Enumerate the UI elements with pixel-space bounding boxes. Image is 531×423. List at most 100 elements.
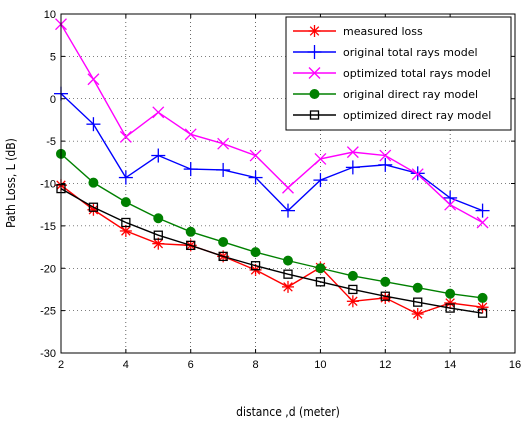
data-point bbox=[119, 130, 132, 143]
data-point bbox=[309, 89, 320, 99]
x-tick-labels: 2 4 6 8 10 12 14 16 bbox=[58, 359, 521, 371]
data-point bbox=[412, 282, 423, 293]
data-point bbox=[475, 203, 490, 218]
y-tick-label: -5 bbox=[46, 136, 56, 148]
data-point bbox=[411, 308, 424, 321]
data-point bbox=[380, 276, 391, 287]
legend-item: measured loss bbox=[293, 25, 423, 38]
data-point bbox=[152, 106, 165, 119]
data-point bbox=[444, 198, 457, 211]
y-axis-title: Path Loss, L (dB) bbox=[4, 138, 18, 228]
data-point bbox=[121, 217, 131, 228]
series-line bbox=[60, 93, 483, 212]
legend-item: optimized total rays model bbox=[293, 67, 491, 80]
x-tick-label: 2 bbox=[58, 359, 64, 371]
data-point bbox=[151, 148, 166, 163]
legend-label: original direct ray model bbox=[343, 88, 478, 101]
data-point bbox=[185, 226, 196, 237]
data-point bbox=[183, 162, 198, 177]
data-point bbox=[378, 157, 393, 172]
data-point bbox=[476, 216, 489, 229]
data-point bbox=[86, 117, 101, 132]
data-point bbox=[476, 301, 489, 314]
data-point bbox=[309, 110, 320, 120]
y-tick-label: 10 bbox=[44, 9, 56, 21]
data-point bbox=[445, 303, 455, 313]
series-line bbox=[60, 184, 483, 315]
data-point bbox=[282, 181, 294, 194]
x-tick-label: 12 bbox=[379, 359, 391, 371]
data-point bbox=[218, 251, 228, 262]
x-tick-label: 16 bbox=[509, 359, 521, 371]
legend-item: original total rays model bbox=[293, 45, 478, 59]
data-point bbox=[217, 137, 230, 150]
y-tick-label: -10 bbox=[40, 179, 56, 191]
legend-label: measured loss bbox=[343, 25, 423, 38]
data-point bbox=[119, 224, 132, 237]
data-point bbox=[281, 203, 295, 218]
data-point bbox=[308, 67, 321, 79]
data-point bbox=[88, 202, 99, 212]
data-point bbox=[153, 230, 163, 240]
data-point bbox=[445, 288, 456, 299]
data-point bbox=[218, 236, 229, 247]
data-point bbox=[250, 261, 261, 271]
data-point bbox=[379, 149, 392, 162]
series-1 bbox=[54, 86, 490, 218]
data-point bbox=[249, 149, 262, 162]
data-point bbox=[152, 237, 165, 250]
series-line bbox=[60, 187, 483, 314]
data-point bbox=[347, 270, 358, 281]
data-point bbox=[477, 308, 488, 318]
y-tick-label: -25 bbox=[40, 306, 56, 318]
data-point bbox=[346, 295, 359, 308]
x-tick-label: 14 bbox=[444, 359, 456, 371]
series-line bbox=[60, 153, 483, 299]
data-point bbox=[314, 152, 327, 165]
series-2 bbox=[55, 18, 489, 229]
data-point bbox=[308, 25, 321, 37]
data-point bbox=[120, 197, 131, 208]
data-point bbox=[348, 284, 358, 295]
data-point bbox=[184, 128, 197, 141]
legend-label: optimized direct ray model bbox=[343, 109, 491, 122]
data-point bbox=[443, 190, 458, 205]
data-point bbox=[118, 170, 133, 185]
series-layer bbox=[54, 18, 490, 321]
data-point bbox=[250, 247, 261, 258]
legend-item: original direct ray model bbox=[293, 88, 478, 101]
data-point bbox=[315, 277, 326, 287]
x-axis-title: distance ,d (meter) bbox=[236, 405, 340, 419]
data-point bbox=[477, 292, 488, 303]
legend-item: optimized direct ray model bbox=[293, 109, 491, 122]
y-tick-label: -20 bbox=[40, 263, 56, 275]
series-3 bbox=[56, 148, 488, 303]
data-point bbox=[248, 170, 263, 185]
data-point bbox=[315, 263, 326, 274]
legend-label: original total rays model bbox=[343, 46, 478, 59]
data-point bbox=[444, 296, 457, 309]
data-point bbox=[87, 73, 100, 86]
data-point bbox=[380, 291, 390, 301]
y-tick-label: 5 bbox=[50, 51, 56, 63]
data-point bbox=[307, 45, 322, 59]
y-tick-label: -30 bbox=[40, 348, 56, 360]
series-line bbox=[60, 23, 483, 224]
data-point bbox=[411, 168, 424, 181]
data-point bbox=[313, 173, 328, 188]
series-4 bbox=[56, 183, 488, 318]
x-tick-label: 8 bbox=[253, 359, 259, 371]
data-point bbox=[413, 297, 423, 307]
x-tick-label: 6 bbox=[188, 359, 194, 371]
legend-label: optimized total rays model bbox=[343, 67, 491, 80]
data-point bbox=[186, 240, 196, 251]
data-point bbox=[153, 213, 164, 224]
data-point bbox=[216, 162, 231, 177]
data-point bbox=[88, 177, 99, 188]
legend: measured loss original total rays model op… bbox=[285, 16, 512, 131]
y-tick-label: 0 bbox=[50, 94, 56, 106]
y-tick-labels: -30 -25 -20 -15 -10 -5 0 5 10 bbox=[40, 9, 56, 360]
data-point bbox=[346, 146, 359, 159]
x-tick-label: 10 bbox=[314, 359, 326, 371]
